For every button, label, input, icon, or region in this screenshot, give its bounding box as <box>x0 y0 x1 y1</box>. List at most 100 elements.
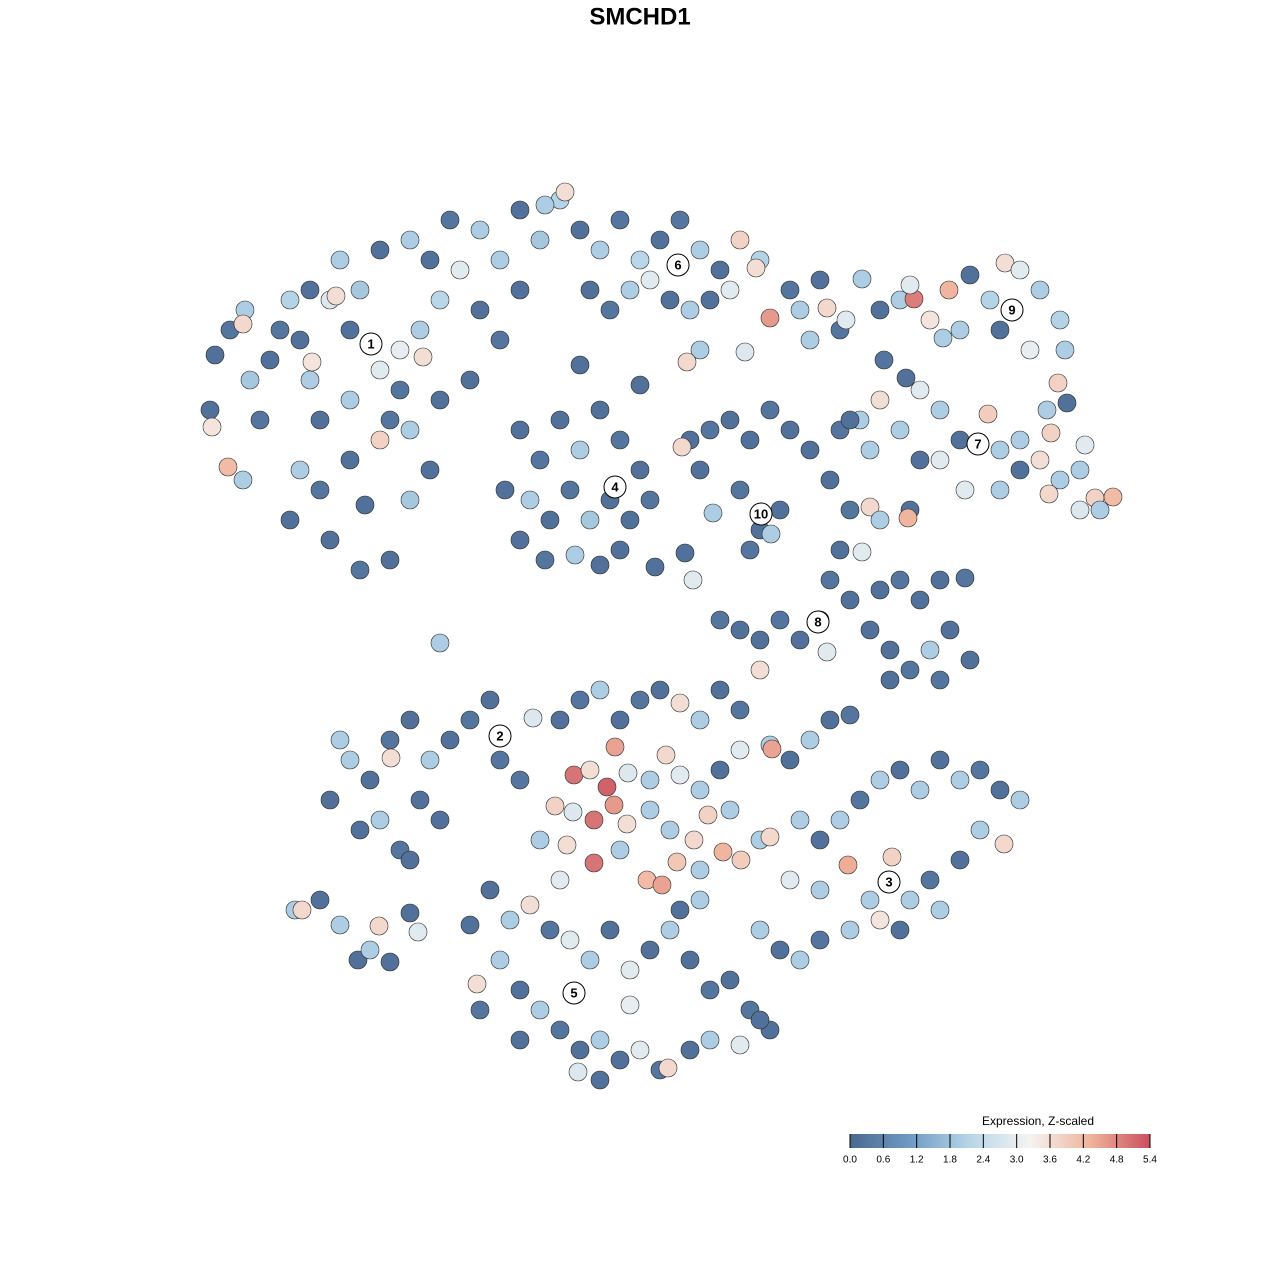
point <box>910 590 930 610</box>
point <box>1010 430 1030 450</box>
point <box>955 568 975 588</box>
point <box>890 420 910 440</box>
point <box>933 328 953 348</box>
point <box>618 763 638 783</box>
point <box>535 195 555 215</box>
point <box>590 240 610 260</box>
point <box>1103 487 1123 507</box>
point <box>500 910 520 930</box>
point <box>300 280 320 300</box>
cluster-label-bg <box>359 332 383 356</box>
point <box>880 670 900 690</box>
point <box>910 450 930 470</box>
point <box>310 410 330 430</box>
point <box>570 690 590 710</box>
point <box>677 352 697 372</box>
point <box>1055 340 1075 360</box>
point <box>1050 310 1070 330</box>
point <box>710 760 730 780</box>
point <box>830 540 850 560</box>
cluster-label: 7 <box>974 436 981 451</box>
point <box>950 770 970 790</box>
point <box>545 796 565 816</box>
point <box>640 490 660 510</box>
point <box>978 404 998 424</box>
point <box>510 980 530 1000</box>
point <box>620 960 640 980</box>
point <box>630 1040 650 1060</box>
point <box>960 650 980 670</box>
point <box>683 570 703 590</box>
point <box>817 642 837 662</box>
cluster-label: 4 <box>611 479 619 494</box>
point <box>720 800 740 820</box>
point <box>840 920 860 940</box>
point <box>390 380 410 400</box>
cluster-label-bg <box>877 870 901 894</box>
point <box>510 1030 530 1050</box>
point <box>470 300 490 320</box>
point <box>540 510 560 530</box>
point <box>645 557 665 577</box>
point <box>490 750 510 770</box>
colorbar-tick-label: 0.6 <box>876 1155 890 1166</box>
point <box>672 437 692 457</box>
point <box>350 280 370 300</box>
point <box>360 940 380 960</box>
point <box>762 739 782 759</box>
point <box>690 460 710 480</box>
point <box>400 420 420 440</box>
point <box>604 795 624 815</box>
point <box>420 460 440 480</box>
colorbar-tick-label: 0.0 <box>843 1155 857 1166</box>
point <box>218 457 238 477</box>
point <box>640 800 660 820</box>
point <box>330 730 350 750</box>
point <box>660 290 680 310</box>
point <box>660 920 680 940</box>
point <box>740 540 760 560</box>
point <box>380 550 400 570</box>
point <box>990 320 1010 340</box>
point <box>690 780 710 800</box>
point <box>310 890 330 910</box>
point <box>980 290 1000 310</box>
point <box>1020 340 1040 360</box>
cluster-labels: 1 2 3 4 5 6 7 8 9 10 <box>359 253 1024 1005</box>
point <box>597 777 617 797</box>
point <box>1010 460 1030 480</box>
point <box>480 880 500 900</box>
point <box>690 240 710 260</box>
point <box>1070 500 1090 520</box>
point <box>874 350 894 370</box>
point <box>390 340 410 360</box>
point <box>810 830 830 850</box>
colorbar-tick-label: 4.8 <box>1110 1155 1124 1166</box>
point <box>460 710 480 730</box>
point <box>955 480 975 500</box>
point <box>930 450 950 470</box>
point <box>205 345 225 365</box>
point <box>990 440 1010 460</box>
point <box>760 308 780 328</box>
point <box>896 368 916 388</box>
point <box>760 827 780 847</box>
point <box>557 835 577 855</box>
point <box>680 1040 700 1060</box>
point <box>800 440 820 460</box>
point <box>910 780 930 800</box>
point <box>852 269 872 289</box>
point <box>670 210 690 230</box>
point <box>640 940 660 960</box>
point <box>990 780 1010 800</box>
point <box>610 1050 630 1070</box>
point <box>580 280 600 300</box>
point <box>560 930 580 950</box>
point <box>320 790 340 810</box>
point <box>260 350 280 370</box>
point <box>520 895 540 915</box>
point <box>450 260 470 280</box>
point <box>920 640 940 660</box>
cluster-label-bg <box>806 610 830 634</box>
